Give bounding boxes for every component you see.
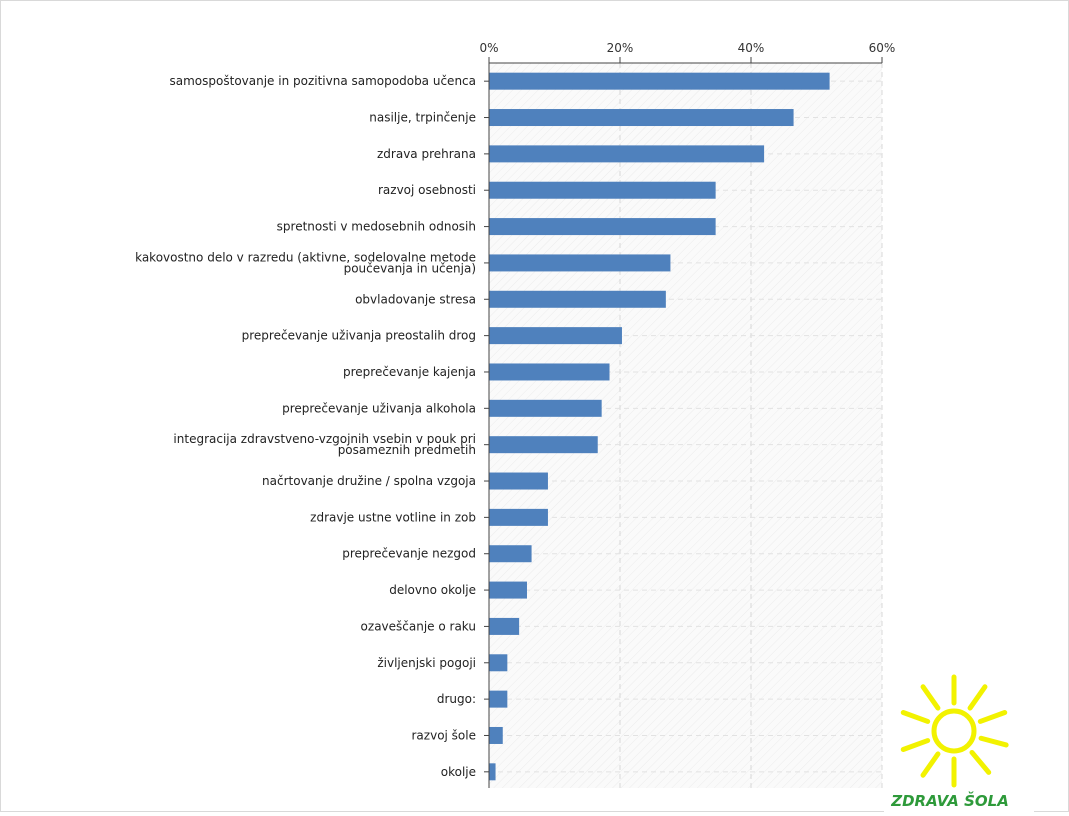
bar <box>489 581 527 599</box>
sun-ray <box>977 710 1008 724</box>
bar <box>489 545 532 563</box>
category-label: delovno okolje <box>389 583 476 597</box>
bar <box>489 690 508 708</box>
category-label: preprečevanje uživanja alkohola <box>282 401 476 415</box>
sun-ray <box>978 735 1009 748</box>
sun-ray <box>900 738 931 752</box>
category-label: poučevanja in učenja) <box>344 261 476 275</box>
x-tick-label: 0% <box>479 41 498 55</box>
category-label: zdravje ustne votline in zob <box>310 510 476 524</box>
category-label: ozaveščanje o raku <box>361 619 476 633</box>
bar <box>489 254 671 272</box>
category-label: posameznih predmetih <box>338 443 476 457</box>
plot-background <box>489 63 882 788</box>
bar <box>489 726 503 744</box>
category-label: preprečevanje uživanja preostalih drog <box>242 329 476 343</box>
category-label: razvoj šole <box>412 728 477 742</box>
bar <box>489 399 602 417</box>
sun-ray <box>900 710 931 724</box>
category-label: kakovostno delo v razredu (aktivne, sode… <box>135 250 476 264</box>
bar <box>489 654 508 672</box>
category-label: zdrava prehrana <box>377 147 476 161</box>
category-label: obvladovanje stresa <box>355 292 476 306</box>
logo-text: ZDRAVA ŠOLA <box>890 790 1009 810</box>
bar <box>489 218 716 236</box>
sun-ray <box>967 684 988 711</box>
category-label: razvoj osebnosti <box>378 183 476 197</box>
bar <box>489 508 548 526</box>
sun-ray <box>969 749 992 775</box>
bar <box>489 72 830 90</box>
category-label: načrtovanje družine / spolna vzgoja <box>262 474 476 488</box>
category-label: preprečevanje nezgod <box>342 547 476 561</box>
bar <box>489 363 610 381</box>
category-label: življenjski pogoji <box>377 656 476 670</box>
category-label: samospoštovanje in pozitivna samopodoba … <box>170 74 476 88</box>
bar <box>489 290 666 308</box>
x-tick-label: 60% <box>869 41 896 55</box>
bar <box>489 763 496 781</box>
bar <box>489 617 520 635</box>
x-tick-label: 40% <box>738 41 765 55</box>
zdrava-sola-logo: ZDRAVA ŠOLA <box>884 669 1034 812</box>
category-label: preprečevanje kajenja <box>343 365 476 379</box>
sun-ray <box>920 751 941 778</box>
category-label: integracija zdravstveno-vzgojnih vsebin … <box>173 432 476 446</box>
sun-logo-icon: ZDRAVA ŠOLA <box>890 674 1009 810</box>
bar <box>489 472 548 490</box>
category-label: spretnosti v medosebnih odnosih <box>277 220 476 234</box>
bar <box>489 109 794 127</box>
bar <box>489 145 765 163</box>
category-label: okolje <box>441 765 476 779</box>
bar <box>489 436 598 454</box>
sun-ray <box>920 684 941 711</box>
x-tick-label: 20% <box>607 41 634 55</box>
bar <box>489 181 716 199</box>
bar <box>489 327 622 345</box>
category-label: nasilje, trpinčenje <box>369 111 476 125</box>
category-label: drugo: <box>437 692 476 706</box>
